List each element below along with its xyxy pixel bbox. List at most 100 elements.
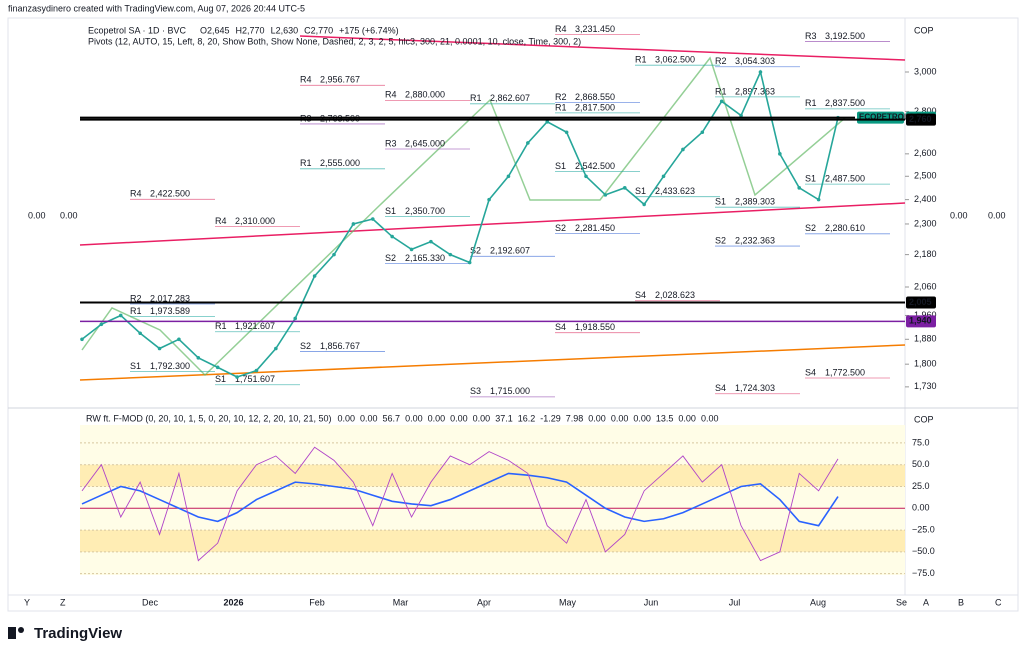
pivot-level: R1 bbox=[635, 55, 647, 65]
price-tag bbox=[906, 315, 936, 328]
pivot-value: 2,880.000 bbox=[405, 90, 445, 100]
oscillator-band bbox=[80, 464, 905, 487]
close-point bbox=[797, 186, 802, 190]
close-point bbox=[681, 147, 685, 152]
pivot-value: 2,310.000 bbox=[235, 216, 275, 226]
pivot-level: R4 bbox=[215, 216, 227, 226]
pivot-value: 2,817.500 bbox=[575, 102, 615, 112]
pivot-value: 2,645.000 bbox=[405, 138, 445, 148]
pivot-level: S2 bbox=[300, 341, 311, 351]
close-point bbox=[157, 346, 162, 351]
currency: COP bbox=[914, 25, 934, 35]
x-tick-label: Feb bbox=[309, 597, 325, 607]
corner-letter: Z bbox=[60, 597, 66, 607]
y-tick-label: −75.0 bbox=[912, 568, 935, 578]
close-point bbox=[642, 202, 646, 207]
pivot-value: 2,956.767 bbox=[320, 75, 360, 85]
pivot-value: 3,054.303 bbox=[735, 56, 775, 66]
pivot-level: R1 bbox=[215, 321, 227, 331]
close-point bbox=[622, 186, 627, 190]
price-tag-label: 1,940 bbox=[909, 316, 932, 326]
ohlc-value: +175 (+6.74%) bbox=[339, 25, 399, 35]
pivot-value: 2,862.607 bbox=[490, 93, 530, 103]
pivot-value: 2,281.450 bbox=[575, 223, 615, 233]
pivot-value: 2,897.363 bbox=[735, 86, 775, 96]
pivot-level: S1 bbox=[715, 197, 726, 207]
pivot-value: 2,028.623 bbox=[655, 290, 695, 300]
pivot-value: 1,856.767 bbox=[320, 341, 360, 351]
pivot-level: R1 bbox=[555, 102, 567, 112]
oscillator-reading: 13.5 bbox=[656, 413, 674, 423]
y-tick-label: 2,180 bbox=[914, 249, 937, 259]
close-point bbox=[274, 346, 278, 351]
pivot-value: 2,165.330 bbox=[405, 253, 445, 263]
pivot-value: 2,350.700 bbox=[405, 206, 445, 216]
symbol-tag-label: ECOPETROL bbox=[859, 113, 909, 122]
side-value: 0.00 bbox=[60, 210, 78, 220]
price-tag bbox=[906, 296, 936, 309]
ohlc-value: L2,630 bbox=[271, 25, 299, 35]
y-tick-label: 3,000 bbox=[914, 66, 937, 76]
pivot-value: 1,921.607 bbox=[235, 321, 275, 331]
credit: finanzasydinero created with TradingView… bbox=[8, 3, 305, 13]
x-tick-label: Jun bbox=[644, 597, 659, 607]
y-tick-label: 75.0 bbox=[912, 437, 930, 447]
close-point bbox=[293, 316, 298, 321]
oscillator-reading: 37.1 bbox=[495, 413, 513, 423]
oscillator-reading: 0.00 bbox=[611, 413, 629, 423]
y-tick-label: 2,600 bbox=[914, 148, 937, 158]
oscillator-reading: 0.00 bbox=[473, 413, 491, 423]
pivot-level: R2 bbox=[130, 293, 142, 303]
close-point bbox=[177, 337, 181, 342]
close-point bbox=[429, 239, 433, 244]
oscillator-reading: 0.00 bbox=[428, 413, 446, 423]
x-tick-label: Jul bbox=[729, 597, 741, 607]
oscillator-line bbox=[81, 472, 839, 527]
close-point bbox=[816, 197, 821, 202]
oscillator-reading: 56.7 bbox=[383, 413, 401, 423]
pivot-value: 3,062.500 bbox=[655, 55, 695, 65]
pivot-level: S2 bbox=[555, 223, 566, 233]
footer-logo: TradingView bbox=[34, 625, 122, 642]
side-value: 0.00 bbox=[988, 210, 1006, 220]
side-value: 0.00 bbox=[28, 210, 46, 220]
close-point bbox=[80, 337, 84, 342]
pivot-level: S1 bbox=[805, 174, 816, 184]
corner-letter: Y bbox=[24, 597, 30, 607]
pivot-level: R1 bbox=[715, 86, 727, 96]
close-point bbox=[506, 174, 511, 179]
currency: COP bbox=[914, 414, 934, 424]
close-point bbox=[739, 113, 743, 118]
close-point bbox=[584, 174, 588, 179]
symbol: Ecopetrol SA · 1D · BVC bbox=[88, 25, 187, 35]
pivot-level: S1 bbox=[555, 161, 566, 171]
pivot-level: R1 bbox=[470, 93, 482, 103]
pivot-level: R2 bbox=[555, 92, 567, 102]
close-point bbox=[545, 119, 550, 124]
pivot-level: S1 bbox=[635, 186, 646, 196]
pivot-level: S4 bbox=[805, 367, 816, 377]
pivot-level: R3 bbox=[805, 31, 817, 41]
ohlc-value: O2,645 bbox=[200, 25, 230, 35]
pivot-value: 1,918.550 bbox=[575, 322, 615, 332]
close-point bbox=[196, 356, 201, 360]
oscillator-title: RW ft. F-MOD (0, 20, 10, 1, 5, 0, 20, 10… bbox=[86, 413, 331, 423]
x-tick-label: May bbox=[559, 597, 577, 607]
pivot-value: 2,487.500 bbox=[825, 174, 865, 184]
x-tick-label: Mar bbox=[393, 597, 409, 607]
oscillator-reading: 7.98 bbox=[566, 413, 584, 423]
pivot-value: 2,542.500 bbox=[575, 161, 615, 171]
close-point bbox=[758, 70, 763, 74]
close-point bbox=[487, 197, 491, 202]
pivot-level: S4 bbox=[555, 322, 566, 332]
oscillator-reading: 0.00 bbox=[588, 413, 606, 423]
pivots-legend: Pivots (12, AUTO, 15, Left, 8, 20, Show … bbox=[88, 36, 581, 46]
y-tick-label: 1,880 bbox=[914, 334, 937, 344]
logo-mark bbox=[18, 627, 24, 633]
pivot-level: R3 bbox=[385, 138, 397, 148]
close-point bbox=[778, 152, 782, 156]
pivot-level: R4 bbox=[300, 75, 312, 85]
x-tick-label: Apr bbox=[477, 597, 491, 607]
pivot-value: 1,772.500 bbox=[825, 367, 865, 377]
